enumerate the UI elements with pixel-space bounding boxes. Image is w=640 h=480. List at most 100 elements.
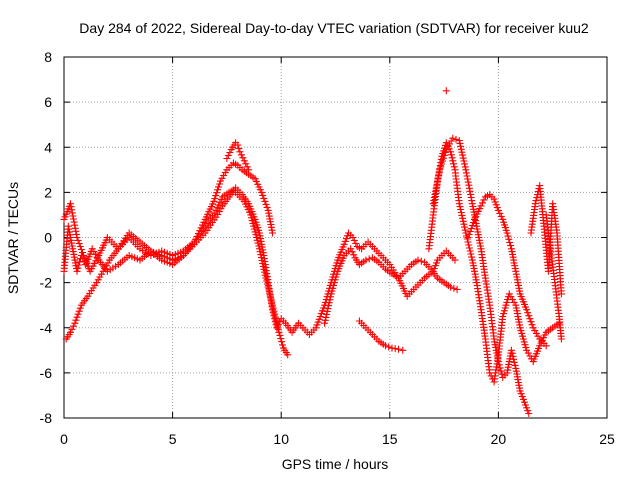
data-point [258, 188, 266, 196]
data-point [511, 361, 519, 369]
data-point [468, 222, 476, 229]
data-point [468, 197, 476, 205]
data-point [350, 237, 358, 244]
data-point [239, 154, 247, 162]
data-point [507, 346, 515, 354]
data-point [440, 154, 447, 162]
data-point [463, 235, 471, 243]
data-point [316, 313, 324, 320]
y-tick-label: -4 [40, 320, 53, 336]
chart-title: Day 284 of 2022, Sidereal Day-to-day VTE… [79, 20, 589, 36]
data-point [279, 341, 286, 349]
x-tick-label: 15 [382, 431, 398, 447]
y-tick-label: 4 [44, 139, 52, 155]
data-point [211, 195, 219, 202]
data-point [463, 172, 471, 180]
data-point [432, 187, 440, 195]
data-point [216, 180, 223, 188]
data-point [70, 253, 78, 261]
data-point [220, 172, 228, 179]
data-point [237, 151, 245, 159]
data-point [245, 166, 253, 174]
y-tick-label: 6 [44, 94, 52, 110]
data-point [510, 355, 518, 363]
data-point [457, 206, 465, 213]
data-point [497, 212, 505, 220]
data-point [433, 178, 441, 186]
data-point [436, 166, 444, 174]
data-point [391, 345, 399, 353]
data-point [494, 358, 502, 366]
data-point [432, 184, 440, 192]
x-tick-label: 20 [491, 431, 507, 447]
data-point [456, 139, 464, 147]
data-point [455, 137, 463, 144]
data-point [442, 87, 450, 95]
data-point [414, 256, 422, 264]
data-point [243, 163, 251, 171]
data-point [450, 160, 457, 168]
data-point [213, 189, 221, 197]
data-point [465, 184, 473, 192]
y-tick-label: 2 [44, 184, 52, 200]
data-point [242, 160, 250, 168]
data-point [430, 197, 438, 205]
data-point [461, 160, 468, 168]
data-point [74, 237, 82, 244]
data-point [67, 200, 74, 208]
data-point [465, 231, 473, 238]
data-point [262, 200, 270, 208]
data-point [490, 195, 498, 203]
data-point [506, 239, 514, 246]
data-point [69, 212, 77, 220]
data-point [215, 208, 223, 216]
data-point [453, 285, 461, 293]
data-point [456, 203, 464, 211]
data-point [385, 343, 393, 351]
data-point [273, 324, 281, 332]
data-point [480, 196, 488, 204]
data-point [234, 141, 242, 149]
data-point [72, 227, 80, 235]
data-point [451, 256, 459, 264]
data-point [277, 335, 285, 343]
data-point [435, 172, 443, 180]
data-point [321, 319, 329, 327]
y-tick-label: 0 [44, 230, 52, 246]
data-point [461, 163, 469, 171]
data-point [72, 316, 80, 324]
data-point [236, 148, 244, 156]
data-point [514, 376, 522, 384]
data-point [329, 284, 337, 292]
data-point [477, 202, 485, 210]
y-tick-label: -2 [40, 275, 53, 291]
data-point [496, 209, 504, 217]
data-point [240, 157, 248, 165]
data-point [321, 316, 329, 324]
data-point [497, 367, 505, 375]
x-tick-label: 25 [599, 431, 615, 447]
data-point [433, 181, 441, 189]
data-point [68, 209, 76, 217]
y-tick-label: -6 [40, 365, 53, 381]
data-point [347, 245, 355, 253]
data-point [457, 145, 465, 153]
data-point [557, 335, 565, 343]
data-point [324, 305, 332, 313]
data-point [464, 178, 472, 186]
data-point [457, 142, 465, 150]
data-point [449, 134, 457, 142]
data-point [250, 225, 258, 233]
data-point [527, 318, 535, 326]
data-point [525, 410, 533, 417]
data-point [503, 229, 511, 237]
data-point [76, 304, 84, 312]
data-point [75, 261, 83, 269]
grid-lines [64, 57, 607, 418]
data-point [76, 243, 84, 250]
data-point [459, 214, 467, 222]
data-point [350, 251, 358, 259]
data-point [417, 257, 425, 265]
data-point [323, 310, 331, 318]
data-point [504, 232, 512, 240]
